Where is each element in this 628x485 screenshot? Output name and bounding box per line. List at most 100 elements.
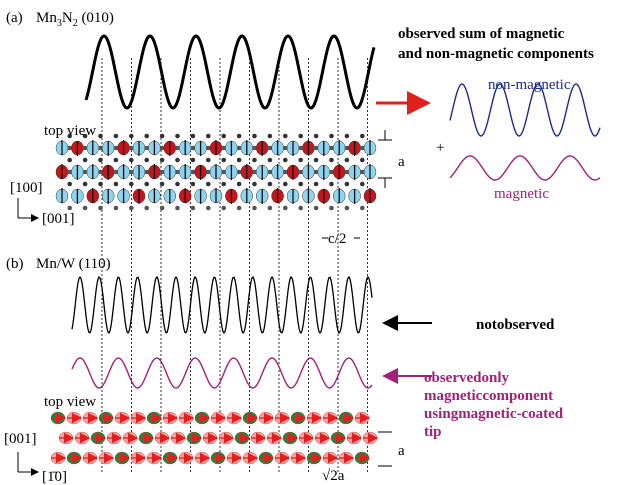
panel-title: Mn/W (110) [36, 256, 111, 272]
atom [221, 134, 226, 139]
axis [18, 452, 38, 472]
atom [298, 158, 303, 163]
lattice [51, 134, 377, 464]
atom [206, 134, 211, 139]
atom [298, 206, 303, 211]
axis-label: [100] [10, 180, 43, 196]
atom [298, 134, 303, 139]
plus: + [436, 140, 444, 156]
atom [98, 158, 103, 163]
atom [221, 182, 226, 187]
bracket [378, 432, 392, 466]
atom [268, 206, 273, 211]
atom [268, 158, 273, 163]
spacing-label: √2a [322, 468, 345, 484]
atom [314, 206, 319, 211]
atom [360, 134, 365, 139]
atom [206, 182, 211, 187]
atom [114, 158, 119, 163]
atom [191, 206, 196, 211]
atom [237, 134, 242, 139]
atom [345, 206, 350, 211]
axis [18, 198, 38, 218]
bracket [378, 130, 392, 188]
formula: Mn [36, 10, 57, 26]
atom [160, 134, 165, 139]
atom [67, 182, 72, 187]
atom [329, 134, 334, 139]
atom [252, 134, 257, 139]
atom [252, 158, 257, 163]
atom [221, 158, 226, 163]
annotation: notobserved [476, 317, 555, 333]
atom [329, 158, 334, 163]
figure: (a) Mn3N2 (010) observed sum of magnetic… [0, 0, 628, 485]
wave [450, 156, 600, 180]
atom [129, 206, 134, 211]
lattice-label: a [398, 443, 405, 459]
atom [67, 206, 72, 211]
annotation: usingmagnetic-coated [424, 406, 564, 422]
annotation: magneticcomponent [424, 388, 553, 404]
atom [144, 182, 149, 187]
wave [86, 36, 374, 108]
atom [160, 158, 165, 163]
annotation: tip [424, 424, 442, 440]
atom [283, 182, 288, 187]
atom [83, 206, 88, 211]
atom [175, 134, 180, 139]
legend-label: non-magnetic [488, 77, 571, 93]
atom [160, 182, 165, 187]
axis-label: [001] [42, 211, 75, 227]
atom [252, 182, 257, 187]
top-view: top view [44, 394, 96, 410]
atom [191, 158, 196, 163]
atom [237, 206, 242, 211]
atom [283, 134, 288, 139]
atom [175, 158, 180, 163]
atom [114, 182, 119, 187]
atom [98, 134, 103, 139]
atom [283, 158, 288, 163]
spacing-label: c/2 [328, 231, 346, 247]
guide-lines [102, 58, 368, 472]
atom [129, 134, 134, 139]
atom [83, 182, 88, 187]
atom [314, 182, 319, 187]
top-view: top view [44, 123, 96, 139]
atom [206, 206, 211, 211]
atom [360, 158, 365, 163]
axis-label: [1̄0] [42, 469, 67, 485]
atom [129, 158, 134, 163]
atom [268, 134, 273, 139]
atom [221, 206, 226, 211]
formula: (010) [78, 10, 114, 26]
atom [237, 158, 242, 163]
atom [98, 206, 103, 211]
atom [144, 158, 149, 163]
atom [345, 182, 350, 187]
wave [72, 358, 372, 388]
atom [345, 134, 350, 139]
atom [191, 182, 196, 187]
formula: N [62, 10, 73, 26]
atom [160, 206, 165, 211]
atom [129, 182, 134, 187]
atom [268, 182, 273, 187]
lattice-label: a [398, 154, 405, 170]
atom [298, 182, 303, 187]
atom [144, 134, 149, 139]
wave [72, 277, 372, 333]
atom [206, 158, 211, 163]
atom [360, 206, 365, 211]
atom [237, 182, 242, 187]
heading: and non-magnetic components [398, 46, 594, 62]
legend-label: magnetic [494, 186, 549, 202]
atom [191, 134, 196, 139]
atom [98, 182, 103, 187]
atom [144, 206, 149, 211]
atom [345, 158, 350, 163]
panel-label: (a) [6, 10, 23, 26]
annotation: observedonly [424, 370, 510, 386]
atom [329, 182, 334, 187]
